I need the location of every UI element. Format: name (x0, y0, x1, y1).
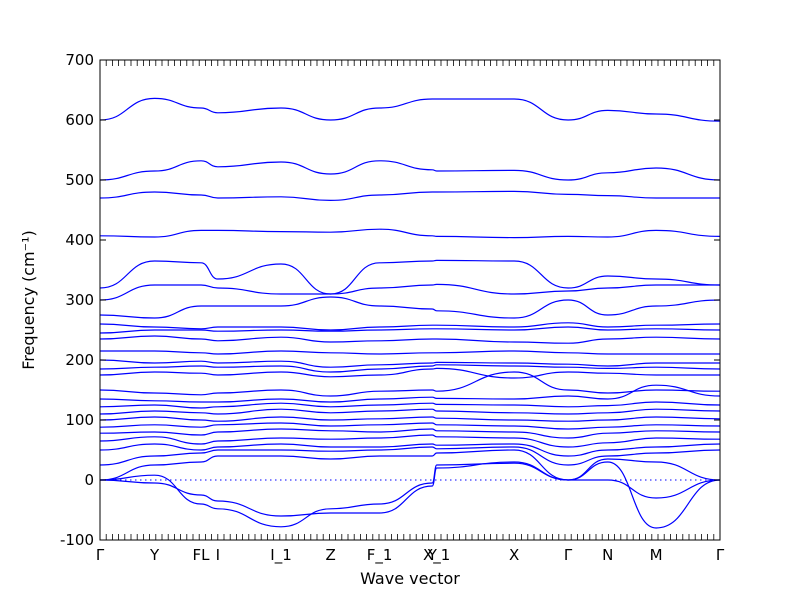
y-tick-label: 600 (65, 111, 94, 129)
x-tick-label: Y (427, 546, 438, 564)
y-tick-label: 0 (84, 471, 94, 489)
y-axis: -100 0 100 200 300 400 500 600 700 (60, 51, 720, 549)
x-tick-label: Z (325, 546, 335, 564)
band-line-25 (99, 190, 720, 201)
band-line-6 (99, 434, 721, 448)
y-tick-label: 300 (65, 291, 94, 309)
band-line-2 (99, 461, 721, 529)
band-line-7 (99, 428, 721, 439)
band-line-19 (99, 326, 721, 334)
band-line-5 (99, 443, 721, 457)
x-tick-label: FL (193, 546, 211, 564)
band-line-15 (99, 364, 721, 373)
band-line-3 (99, 449, 721, 481)
x-tick-label: Y (149, 546, 160, 564)
x-tick-label: I (216, 546, 220, 564)
plot-area-frame (99, 59, 721, 541)
band-line-11 (99, 401, 721, 409)
y-tick-label: 100 (65, 411, 94, 429)
band-line-1 (99, 461, 721, 517)
band-line-23 (99, 259, 721, 295)
band-line-21 (99, 296, 721, 319)
x-tick-label: Γ (564, 546, 573, 564)
band-series-group (99, 97, 721, 529)
band-line-4 (99, 446, 721, 466)
band-line-9 (99, 416, 721, 422)
band-line-20 (99, 322, 721, 331)
band-line-18 (99, 335, 721, 344)
x-tick-label: X_1 (423, 546, 450, 565)
x-tick-label: F_1 (367, 546, 393, 565)
y-tick-label: -100 (60, 531, 94, 549)
band-line-10 (99, 408, 721, 415)
band-line-13 (99, 371, 721, 397)
x-axis-label: Wave vector (360, 569, 460, 588)
band-line-16 (99, 359, 720, 368)
x-tick-label: N (602, 546, 613, 564)
y-tick-label: 200 (65, 351, 94, 369)
x-tick-label: Γ (716, 546, 725, 564)
x-tick-label: M (650, 546, 663, 564)
x-tick-label: Γ (96, 546, 105, 564)
band-line-8 (99, 422, 721, 430)
band-line-17 (99, 350, 720, 355)
x-tick-label: I_1 (270, 546, 291, 565)
y-axis-label: Frequency (cm⁻¹) (19, 230, 38, 369)
y-tick-label: 400 (65, 231, 94, 249)
band-line-26 (99, 160, 721, 181)
band-line-27 (99, 97, 721, 122)
band-line-22 (99, 283, 720, 301)
band-line-24 (99, 228, 721, 239)
y-tick-label: 700 (65, 51, 94, 69)
x-axis: Γ Y FL I I_1 Z F_1 YX_1 X Γ N M Γ (96, 60, 725, 565)
x-tick-label: X (509, 546, 519, 564)
band-line-14 (99, 367, 720, 379)
y-tick-label: 500 (65, 171, 94, 189)
band-line-12 (99, 384, 721, 403)
